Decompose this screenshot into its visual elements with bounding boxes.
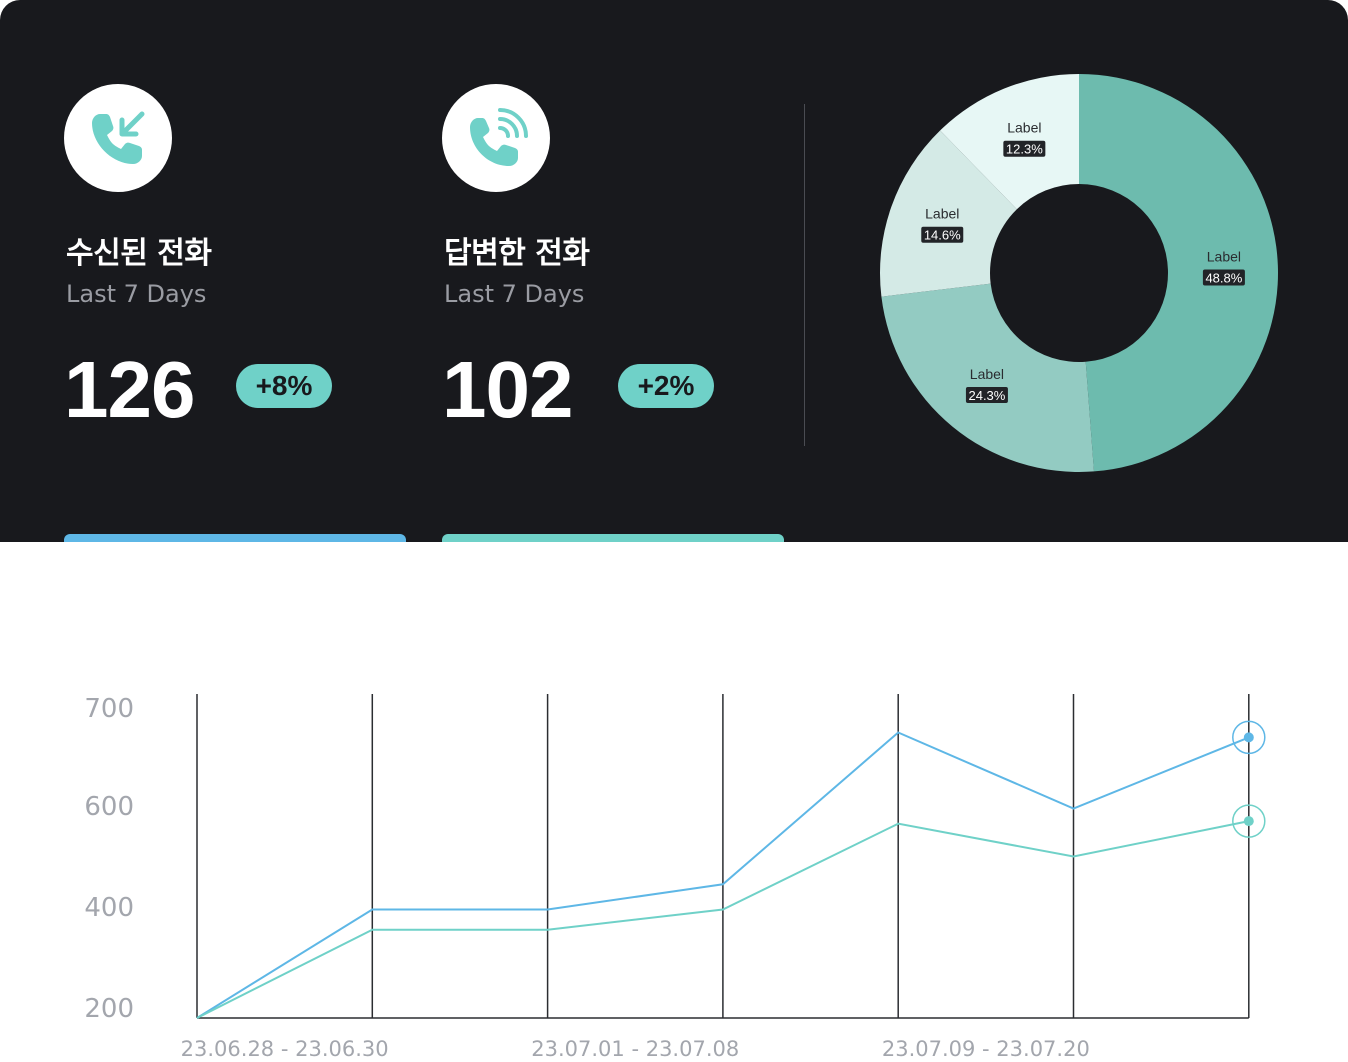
slice-value-tag	[1003, 140, 1046, 157]
slice-value-tag	[921, 226, 964, 243]
slice-value-tag	[965, 387, 1008, 404]
answered-calls-card[interactable]: 답변한 전화 Last 7 Days 102 +2%	[442, 84, 784, 542]
card-accent-bar	[442, 534, 784, 542]
slice-value-label: 24.3%	[968, 388, 1005, 403]
change-badge: +8%	[236, 364, 332, 408]
y-tick-label: 400	[84, 893, 134, 923]
series-line	[196, 820, 1249, 1019]
donut-slice[interactable]	[1079, 74, 1278, 472]
y-tick-label: 700	[84, 694, 134, 724]
x-tick-label: 23.07.09 - 23.07.20	[882, 1037, 1090, 1061]
card-value: 102	[442, 345, 573, 434]
donut-chart: Label 48.8% Label 24.3% Label 14.6% Label 12.3%	[880, 74, 1278, 472]
slice-label: Label	[1007, 120, 1041, 136]
donut-slice[interactable]	[881, 283, 1094, 472]
end-marker-dot	[1243, 732, 1254, 743]
change-badge: +2%	[618, 364, 714, 408]
donut-slice[interactable]	[880, 130, 1017, 297]
end-marker-ring[interactable]	[1232, 804, 1266, 838]
slice-value-tag	[1202, 269, 1245, 286]
slice-label: Label	[970, 366, 1004, 382]
end-marker-dot	[1243, 816, 1254, 827]
slice-value-label: 14.6%	[924, 228, 961, 243]
panel-divider	[804, 104, 805, 446]
x-tick-label: 23.06.28 - 23.06.30	[181, 1037, 389, 1061]
card-accent-bar	[64, 534, 406, 542]
slice-label: Label	[1207, 249, 1241, 265]
card-period: Last 7 Days	[444, 280, 585, 308]
slice-label: Label	[925, 206, 959, 222]
card-value: 126	[64, 345, 195, 434]
line-chart: 700 600 400 200 23.06.28 - 23.06.30 23.07.01 …	[84, 694, 1266, 1061]
card-title: 답변한 전화	[444, 236, 590, 271]
y-tick-label: 200	[84, 994, 134, 1024]
incoming-calls-card[interactable]: 수신된 전화 Last 7 Days 126 +8%	[64, 84, 406, 542]
card-period: Last 7 Days	[66, 280, 207, 308]
end-marker-ring[interactable]	[1232, 720, 1266, 755]
slice-value-label: 12.3%	[1006, 142, 1043, 157]
x-tick-label: 23.07.01 - 23.07.08	[531, 1037, 739, 1061]
ringing-call-icon	[442, 84, 550, 192]
series-line	[196, 731, 1250, 1019]
y-tick-label: 600	[84, 792, 134, 822]
incoming-call-icon	[64, 84, 172, 192]
slice-value-label: 48.8%	[1205, 271, 1242, 286]
summary-panel: 수신된 전화 Last 7 Days 126 +8% 답변한 전화 Last 7…	[0, 0, 1348, 542]
card-title: 수신된 전화	[66, 236, 212, 271]
